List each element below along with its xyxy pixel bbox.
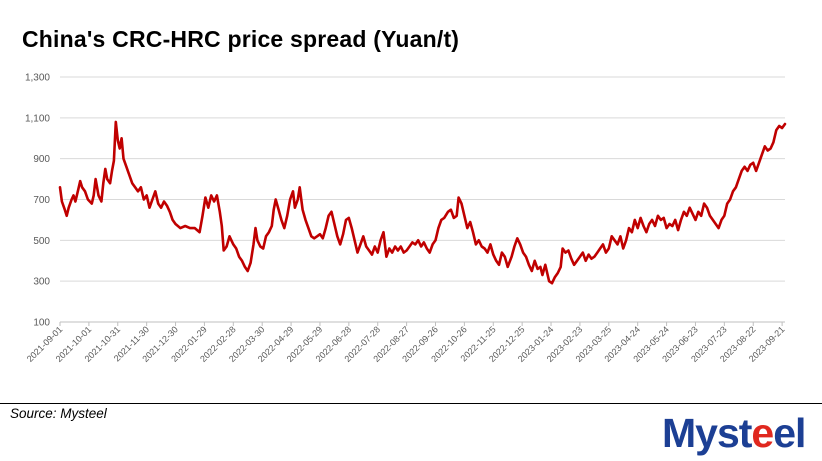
y-tick-label: 1,300 (25, 73, 50, 84)
y-tick-label: 900 (33, 154, 50, 165)
series-line-crc-hrc-spread (58, 120, 787, 285)
y-tick-label: 500 (33, 236, 50, 247)
logo-accent-letter: e (751, 410, 774, 456)
x-axis: 2021-09-012021-10-012021-10-312021-11-30… (25, 321, 787, 364)
gridlines (60, 76, 785, 323)
y-tick-label: 700 (33, 195, 50, 206)
logo-text-2: el (773, 410, 806, 456)
logo-text-1: Myst (662, 410, 752, 456)
chart-title: China's CRC-HRC price spread (Yuan/t) (22, 26, 460, 52)
footer-divider (0, 403, 822, 404)
series-layer (58, 120, 787, 285)
y-axis: 100 300 500 700 900 1,100 1,300 (25, 73, 50, 329)
source-note: Source: Mysteel (10, 406, 107, 421)
line-chart: 100 300 500 700 900 1,100 1,300 2021-09-012021… (25, 73, 787, 364)
y-tick-label: 100 (33, 318, 50, 329)
mysteel-logo: Mysteel (662, 405, 806, 461)
y-tick-label: 1,100 (25, 113, 50, 124)
y-tick-label: 300 (33, 277, 50, 288)
